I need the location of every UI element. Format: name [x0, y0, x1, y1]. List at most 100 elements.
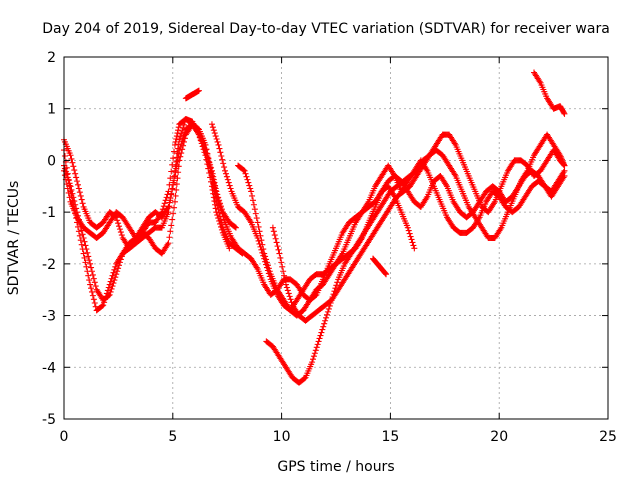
series-track-h [202, 147, 568, 304]
data-marker [171, 148, 178, 155]
data-marker [82, 259, 89, 266]
data-point [322, 317, 329, 324]
data-marker [75, 228, 82, 235]
data-marker [83, 246, 90, 253]
data-marker [63, 181, 70, 188]
data-marker [71, 167, 78, 174]
data-marker [279, 263, 286, 270]
data-marker [69, 159, 76, 166]
data-marker [320, 323, 327, 330]
data-marker [409, 239, 416, 246]
data-point [248, 188, 255, 195]
data-point [165, 240, 172, 247]
data-marker [172, 138, 179, 145]
data-marker [175, 124, 182, 131]
data-marker [108, 285, 115, 292]
data-marker [314, 341, 321, 348]
data-point [100, 302, 107, 309]
data-marker [81, 254, 88, 261]
data-point [561, 110, 568, 117]
data-marker [90, 275, 97, 282]
data-marker [110, 280, 117, 287]
data-point [276, 250, 283, 257]
data-marker [210, 180, 217, 187]
data-marker [217, 149, 224, 156]
data-marker [209, 124, 216, 131]
data-marker [116, 259, 123, 266]
data-marker [105, 292, 112, 299]
data-point [254, 219, 261, 226]
data-marker [72, 170, 79, 177]
data-marker [203, 150, 210, 157]
data-marker [85, 253, 92, 260]
data-marker [172, 192, 179, 199]
data-marker [171, 204, 178, 211]
data-marker [173, 136, 180, 143]
data-marker [321, 320, 328, 327]
data-marker [263, 256, 270, 263]
data-marker [89, 271, 96, 278]
data-marker [170, 210, 177, 217]
data-marker [76, 189, 83, 196]
data-marker [217, 217, 224, 224]
data-point [404, 224, 411, 231]
data-marker [111, 277, 118, 284]
data-marker [166, 234, 173, 241]
data-marker [173, 186, 180, 193]
data-marker [86, 277, 93, 284]
data-marker [206, 161, 213, 168]
data-marker [408, 236, 415, 243]
data-marker [109, 283, 116, 290]
data-marker [205, 158, 212, 165]
data-marker [116, 223, 123, 230]
data-marker [259, 241, 266, 248]
data-marker [288, 299, 295, 306]
data-marker [177, 144, 184, 151]
data-marker [173, 158, 180, 165]
data-marker [242, 170, 249, 177]
data-point [67, 152, 74, 159]
data-marker [246, 182, 253, 189]
data-marker [172, 169, 179, 176]
data-marker [407, 233, 414, 240]
data-marker [222, 170, 229, 177]
data-marker [61, 172, 68, 179]
data-marker [240, 167, 247, 174]
data-marker [211, 130, 218, 137]
data-marker [181, 129, 188, 136]
x-tick-label: 15 [381, 429, 399, 445]
data-marker [278, 259, 285, 266]
data-layer [61, 69, 568, 386]
data-marker [173, 165, 180, 172]
data-marker [231, 223, 238, 230]
data-marker [70, 163, 77, 170]
data-marker [79, 200, 86, 207]
data-marker [171, 177, 178, 184]
data-marker [325, 305, 332, 312]
data-marker [312, 347, 319, 354]
data-marker [91, 279, 98, 286]
y-tick-label: 2 [47, 50, 56, 66]
data-marker [180, 121, 187, 128]
data-marker [221, 216, 228, 223]
data-marker [271, 232, 278, 239]
data-marker [284, 287, 291, 294]
data-marker [330, 291, 337, 298]
data-point [328, 297, 335, 304]
data-marker [283, 284, 290, 291]
data-marker [179, 138, 186, 145]
data-marker [178, 141, 185, 148]
data-marker [264, 262, 271, 269]
data-point [106, 291, 113, 298]
data-marker [173, 133, 180, 140]
data-marker [117, 229, 124, 236]
data-point [87, 260, 94, 267]
data-marker [275, 246, 282, 253]
data-point [215, 198, 222, 205]
data-marker [258, 237, 265, 244]
data-point [261, 250, 268, 257]
series-track-i [269, 131, 568, 324]
data-marker [170, 181, 177, 188]
data-marker [262, 253, 269, 260]
data-marker [180, 135, 187, 142]
